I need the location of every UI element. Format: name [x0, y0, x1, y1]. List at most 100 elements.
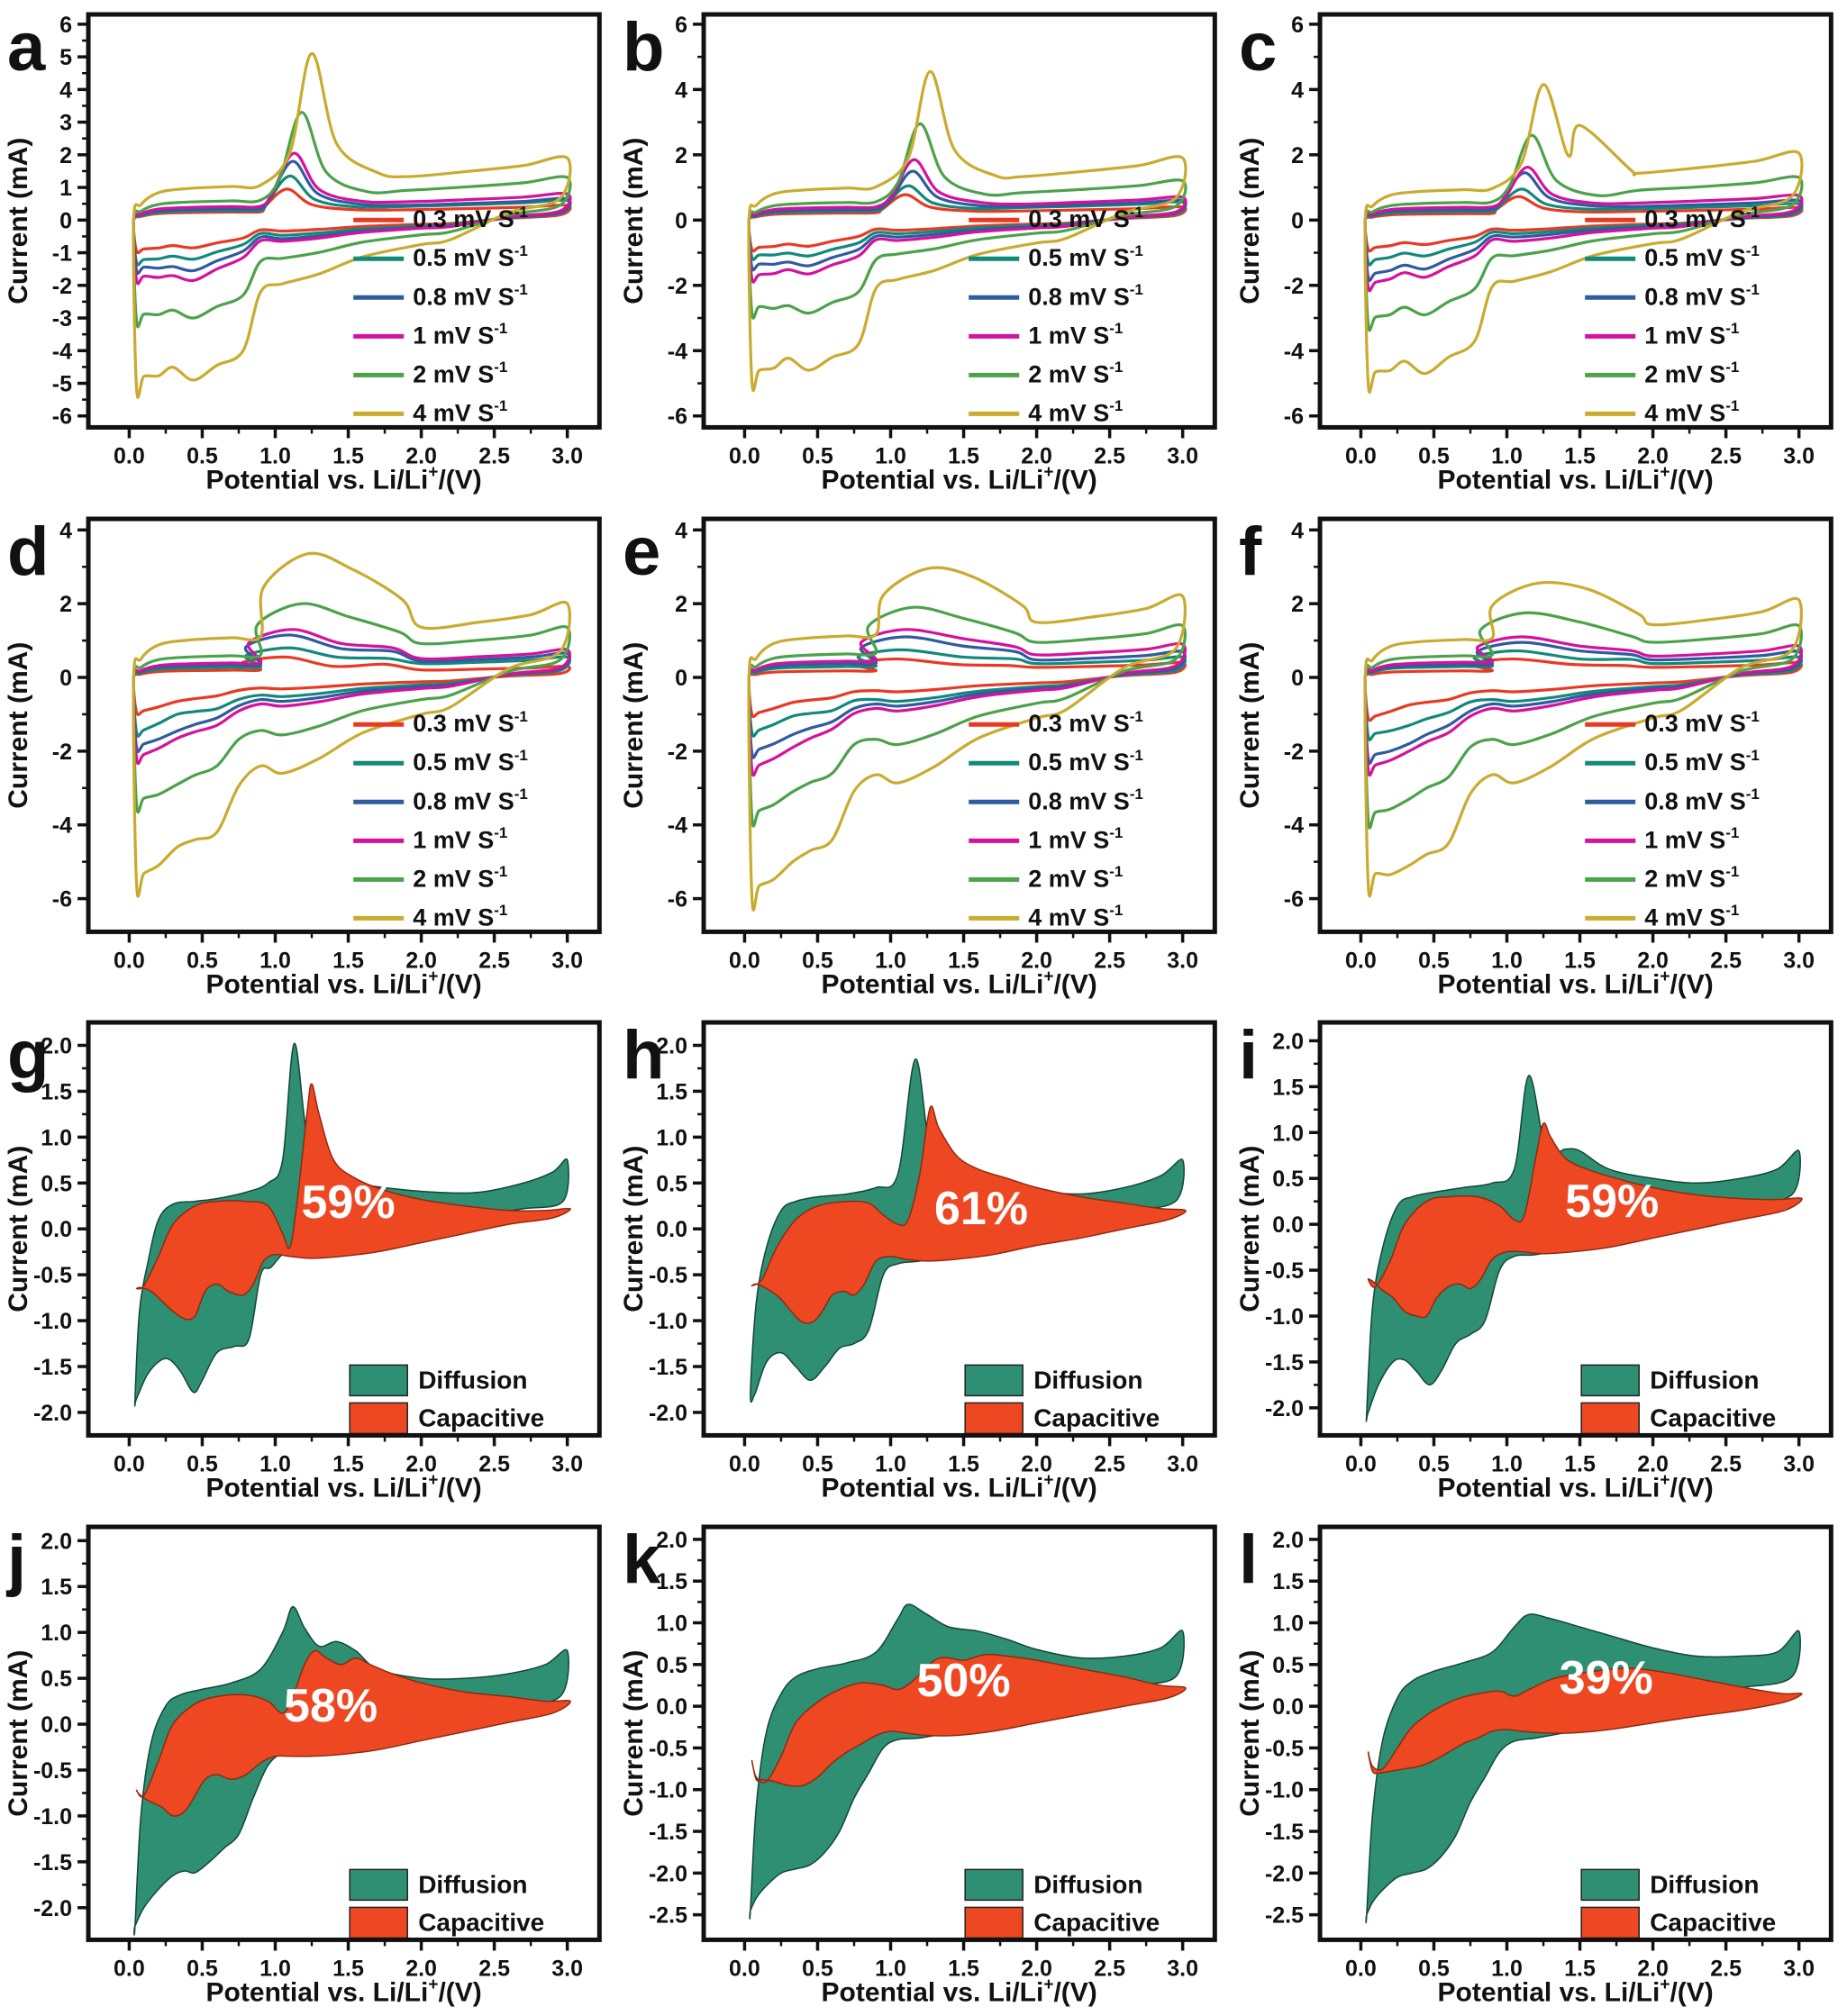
panel-letter: a [7, 9, 46, 86]
y-tick-label: 0 [675, 666, 687, 691]
x-tick-label: 0.5 [187, 1451, 218, 1476]
cv-curves [132, 51, 572, 399]
contribution-areas: 61% [750, 1058, 1187, 1403]
y-tick-label: 2.0 [657, 1527, 688, 1552]
y-tick-label: 1.5 [1272, 1075, 1304, 1100]
y-tick-label: -4 [52, 339, 72, 364]
legend-label-4: 2 mV S-1 [413, 359, 507, 387]
y-tick-label: -4 [668, 813, 687, 838]
x-tick-label: 3.0 [1783, 443, 1815, 468]
x-axis-label: Potential vs. Li/Li+/(V) [206, 463, 482, 495]
x-tick-label: 1.0 [259, 1451, 291, 1476]
y-tick-label: 2 [59, 592, 72, 617]
x-tick-label: 2.5 [1095, 443, 1126, 468]
fill-legend-swatch-1 [1580, 1402, 1640, 1435]
y-tick-label: -6 [52, 404, 72, 430]
y-axis-label: Current (mA) [4, 1146, 33, 1312]
legend-label-2: 0.8 mV S-1 [1644, 281, 1760, 310]
legend-label-5: 4 mV S-1 [1029, 902, 1124, 931]
plot-frame [86, 12, 602, 430]
x-tick-label: 0.5 [1418, 948, 1450, 973]
x-tick-label: 2.0 [1637, 443, 1669, 468]
x-tick-label: 0.5 [1418, 443, 1450, 468]
y-tick-label: -1.0 [1265, 1777, 1304, 1803]
panel-a: 0.3 mV S-1 0.5 mV S-1 0.8 mV S-1 1 mV S-1 2 … [0, 0, 615, 504]
fill-legend-label-1: Capacitive [418, 1403, 544, 1431]
panel-letter: d [7, 513, 49, 590]
panel-d: 0.3 mV S-1 0.5 mV S-1 0.8 mV S-1 1 mV S-1 2 … [0, 504, 615, 1009]
x-axis-label: Potential vs. Li/Li+/(V) [1437, 1471, 1713, 1503]
y-tick-label: -1 [52, 241, 72, 267]
x-tick-label: 3.0 [1168, 1451, 1199, 1476]
capacitive-area-l [1367, 1666, 1803, 1774]
cv-plot-d: 0.3 mV S-1 0.5 mV S-1 0.8 mV S-1 1 mV S-1 2 … [4, 513, 602, 999]
cv-curve-b-4 [747, 122, 1187, 320]
x-tick-label: 2.5 [478, 1956, 510, 1981]
x-tick-label: 1.5 [332, 1451, 364, 1476]
y-tick-label: -2 [1283, 739, 1303, 764]
legend-label-1: 0.5 mV S-1 [413, 746, 528, 775]
cv-curve-a-4 [132, 111, 572, 329]
y-tick-label: 2 [59, 143, 72, 168]
x-axis-label: Potential vs. Li/Li+/(V) [822, 1975, 1097, 2007]
x-tick-label: 0.0 [729, 1451, 760, 1476]
fill-legend-swatch-0 [349, 1868, 408, 1901]
cv-curve-c-4 [1363, 133, 1804, 332]
x-tick-label: 0.0 [729, 948, 760, 973]
x-tick-label: 0.0 [114, 948, 145, 973]
fill-legend-swatch-0 [964, 1868, 1024, 1901]
fill-legend-swatch-1 [1580, 1906, 1640, 1939]
legend-label-1: 0.5 mV S-1 [413, 242, 528, 271]
x-tick-label: 3.0 [551, 1451, 583, 1476]
cv-curve-e-5 [747, 566, 1187, 912]
y-tick-label: 0 [1291, 666, 1304, 691]
y-tick-label: 2.0 [1272, 1527, 1304, 1552]
y-axis-label: Current (mA) [4, 138, 33, 304]
fill-legend-swatch-1 [964, 1402, 1024, 1435]
x-tick-label: 2.0 [405, 948, 437, 973]
y-tick-label: 1.0 [41, 1125, 72, 1150]
x-tick-label: 0.5 [187, 443, 218, 468]
fill-legend-label-0: Diffusion [1034, 1366, 1143, 1394]
x-axis-label: Potential vs. Li/Li+/(V) [1437, 1975, 1713, 2007]
contribution-areas: 50% [749, 1603, 1187, 1920]
y-tick-label: 0.0 [657, 1694, 688, 1720]
y-tick-label: -0.5 [1265, 1258, 1304, 1284]
y-tick-label: 0.0 [657, 1217, 688, 1242]
x-tick-label: 0.0 [729, 443, 760, 468]
legend-label-4: 2 mV S-1 [1644, 359, 1739, 387]
legend-label-0: 0.3 mV S-1 [1029, 204, 1144, 232]
panel-c: 0.3 mV S-1 0.5 mV S-1 0.8 mV S-1 1 mV S-1 2 … [1232, 0, 1847, 504]
y-tick-label: -2 [52, 274, 72, 299]
cv-plot-h: 61% Diffusion Capacitive 0.0 0.5 1.0 1.5 2.0 2.5… [619, 1017, 1218, 1503]
fill-legend-label-0: Diffusion [418, 1366, 527, 1394]
legend-label-3: 1 mV S-1 [413, 320, 507, 349]
fill-legend-label-1: Capacitive [1034, 1908, 1160, 1936]
fill-legend-swatch-0 [1580, 1868, 1640, 1901]
y-tick-label: 0.5 [1272, 1652, 1304, 1677]
cv-curve-d-0 [132, 655, 571, 716]
legend-label-2: 0.8 mV S-1 [1029, 785, 1144, 813]
cv-curve-d-4 [132, 602, 571, 813]
x-tick-label: 0.5 [802, 1956, 833, 1981]
y-tick-label: -1.0 [33, 1309, 72, 1334]
legend-label-3: 1 mV S-1 [1644, 320, 1739, 349]
y-tick-label: -1.0 [1265, 1304, 1304, 1330]
y-tick-label: -1.5 [1265, 1350, 1304, 1376]
y-tick-label: -6 [668, 404, 687, 430]
plot-frame [1317, 516, 1833, 934]
y-tick-label: -6 [668, 886, 687, 912]
legend-label-4: 2 mV S-1 [1029, 359, 1124, 387]
panel-j: 58% Diffusion Capacitive 0.0 0.5 1.0 1.5 2.0 2.5… [0, 1512, 615, 2016]
y-tick-label: 0 [1291, 208, 1304, 233]
y-tick-label: -4 [668, 339, 687, 364]
panel-k: 50% Diffusion Capacitive 0.0 0.5 1.0 1.5 2.0 2.5… [615, 1512, 1231, 2016]
x-tick-label: 2.0 [1637, 1956, 1669, 1981]
x-tick-label: 0.5 [1418, 1451, 1450, 1476]
x-tick-label: 2.5 [1095, 1451, 1126, 1476]
y-tick-label: -2.0 [33, 1895, 72, 1921]
x-tick-label: 1.0 [1491, 1956, 1523, 1981]
y-tick-label: 0.5 [657, 1171, 688, 1196]
cv-curve-d-3 [132, 627, 571, 765]
